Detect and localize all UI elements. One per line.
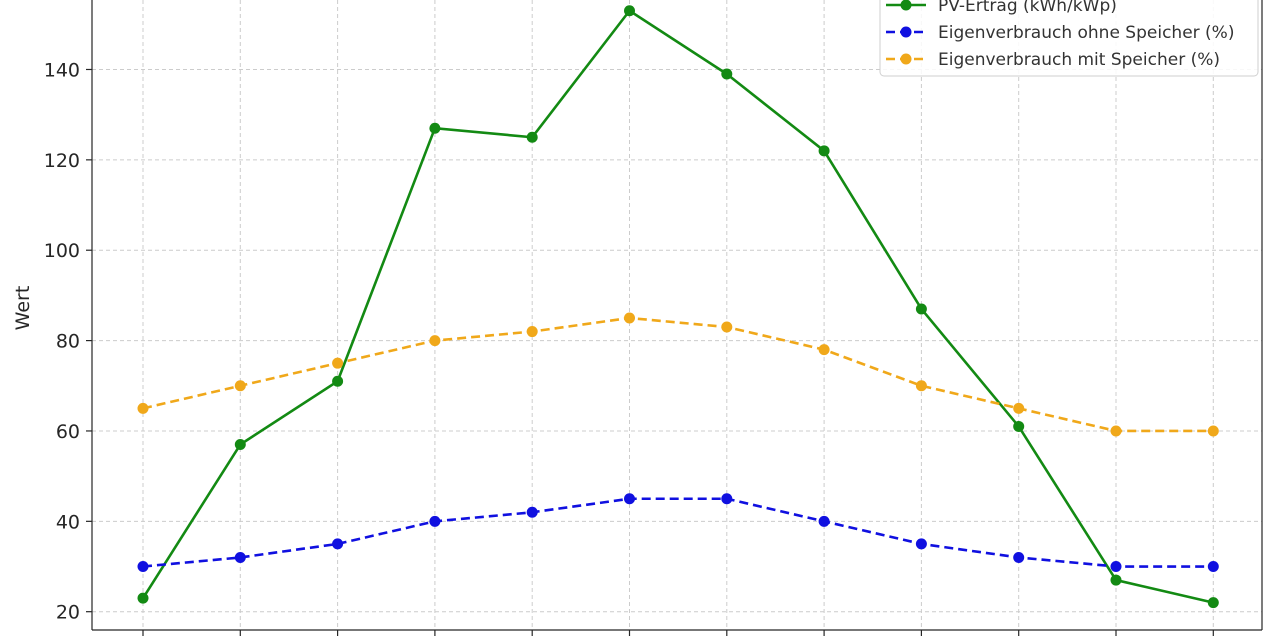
series-line-1 [141,9,1214,604]
series-line-2 [142,497,1214,568]
series-1-point [234,439,246,451]
legend-marker-3 [900,53,912,65]
series-group [137,5,1219,609]
series-2-point [915,538,927,550]
series-1-point [818,145,830,157]
x-axis-ticks [142,630,1214,636]
series-3-point [721,321,733,333]
legend-label-1: PV-Ertrag (kWh/kWp) [938,0,1117,16]
series-line-3 [142,316,1214,433]
series-3-point [332,357,344,369]
series-3-point [1110,425,1122,437]
series-2-point [1110,561,1122,573]
series-1-point [721,68,733,80]
legend-marker-1 [900,0,912,11]
series-2-point [818,515,830,527]
series-3-point [1207,425,1219,437]
series-2-point [526,506,538,518]
series-3-point [137,402,149,414]
series-1-point [1207,597,1219,609]
series-3-point [526,326,538,338]
series-3-point [818,344,830,356]
y-axis-ticks: 20 40 60 80 100 120 140 [44,59,92,624]
legend-marker-2 [900,26,912,38]
series-1-point [624,5,635,17]
axes [91,0,1263,631]
y-tick-label: 40 [56,511,80,533]
series-2-point [137,561,149,573]
series-3-point [429,335,441,347]
series-2-point [1013,551,1025,563]
series-2-point [624,493,635,505]
series-1-point [1110,574,1122,586]
y-tick-label: 60 [56,421,80,443]
legend-label-3: Eigenverbrauch mit Speicher (%) [938,50,1220,70]
y-tick-label: 20 [56,602,80,624]
y-tick-label: 120 [44,150,80,172]
series-1-point [915,303,927,315]
series-3-point [1013,402,1025,414]
y-tick-label: 140 [44,59,80,81]
series-1-point [526,131,538,143]
series-2-point [1207,561,1219,573]
y-axis-label: Wert [12,286,34,331]
series-2-point [429,515,441,527]
y-tick-label: 100 [44,240,80,262]
series-3-point [234,380,246,392]
series-1-point [332,375,344,387]
series-2-point [234,551,246,563]
series-2-point [721,493,733,505]
series-3-point [624,312,635,324]
series-2-point [332,538,344,550]
legend-box [879,0,1259,77]
y-tick-label: 80 [56,331,80,353]
series-3-point [915,380,927,392]
series-1-point [1013,420,1025,432]
series-1-point [429,122,441,134]
series-1-point [137,592,149,604]
legend: PV-Ertrag (kWh/kWp) Eigenverbrauch ohne S… [879,0,1259,77]
legend-label-2: Eigenverbrauch ohne Speicher (%) [938,23,1234,43]
